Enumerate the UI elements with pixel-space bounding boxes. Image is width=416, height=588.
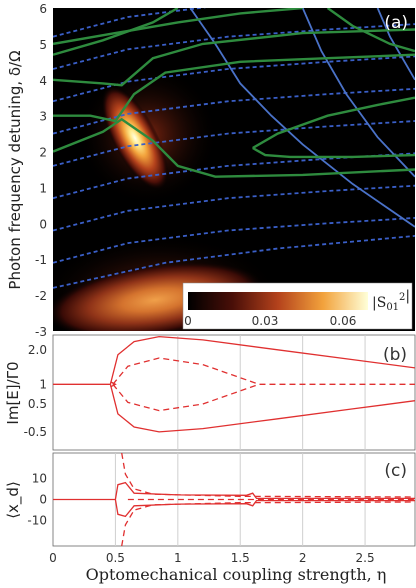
colorbar-tick-0: 0 xyxy=(184,314,192,328)
panel-a-yticks: -3 -2 -1 0 1 2 3 4 5 6 xyxy=(35,2,47,339)
panel-c: (c) 10 0 -10 ⟨x_d⟩ xyxy=(4,452,416,547)
y-tick-label-a: 1 xyxy=(39,181,47,195)
y-tick-label-b: 2.0 xyxy=(28,343,47,357)
y-tick-label-b: 0.5 xyxy=(28,397,47,411)
panel-a-curve xyxy=(53,0,415,4)
panel-a-curve xyxy=(53,235,415,289)
y-tick-label-a: 5 xyxy=(39,38,47,52)
panel-a-curve xyxy=(53,217,415,264)
panel-a-curve xyxy=(53,8,207,38)
y-tick-label-c: -10 xyxy=(27,514,47,528)
x-tick-label: 1.5 xyxy=(231,551,250,565)
panel-a-curve xyxy=(53,53,415,123)
ylabel-c: ⟨x_d⟩ xyxy=(4,481,23,519)
y-tick-label-c: 0 xyxy=(39,493,47,507)
panel-a-curve xyxy=(53,184,415,232)
x-tick-label: 2.5 xyxy=(356,551,375,565)
line-series xyxy=(112,357,415,385)
x-axis-label: Optomechanical coupling strength, η xyxy=(86,565,387,584)
y-tick-label-a: 4 xyxy=(39,74,47,88)
colorbar-tick-2: 0.06 xyxy=(330,314,357,328)
y-tick-label-a: -2 xyxy=(35,289,47,303)
y-tick-label-a: -1 xyxy=(35,253,47,267)
y-tick-label-a: 6 xyxy=(39,2,47,16)
panel-c-curves xyxy=(53,453,415,546)
panel-a-curve xyxy=(53,8,179,56)
y-tick-label-a: 2 xyxy=(39,146,47,160)
panel-a-curve xyxy=(53,28,415,87)
line-series xyxy=(109,384,415,433)
panel-a-curve xyxy=(252,146,415,159)
panel-a-curve xyxy=(53,152,415,200)
panel-a: (a) 0 0.03 0.06 |S012| -3 -2 -1 0 1 2 3 4 5 6 Pho… xyxy=(6,0,415,339)
y-tick-label-c: 10 xyxy=(32,471,47,485)
heatmap-hotspot-upper xyxy=(101,85,169,191)
colorbar-gradient xyxy=(188,292,368,310)
colorbar: 0 0.03 0.06 |S012| xyxy=(182,282,413,330)
panel-a-curve xyxy=(53,8,303,46)
panel-a-curve xyxy=(53,117,415,178)
y-tick-label-b: -0.5 xyxy=(24,425,47,439)
y-tick-label-a: 0 xyxy=(39,217,47,231)
line-series xyxy=(110,381,117,388)
panel-a-curve xyxy=(301,8,415,178)
x-axis-ticks: 0 0.5 1 1.5 2 2.5 xyxy=(49,551,374,565)
x-tick-label: 2 xyxy=(299,551,307,565)
panel-a-curve xyxy=(326,8,415,53)
panel-a-curve xyxy=(252,96,415,150)
panel-b: (b) 2.0 1 0.5 -0.5 Im[E]/Γ0 xyxy=(4,334,416,451)
panel-a-curve xyxy=(53,23,415,70)
panel-label-c: (c) xyxy=(384,461,407,481)
line-series xyxy=(112,383,260,412)
panel-a-curve xyxy=(53,55,415,103)
panel-c-yticks: 10 0 -10 xyxy=(27,471,47,527)
y-tick-label-a: -3 xyxy=(35,325,47,339)
line-series xyxy=(109,335,415,385)
line-series xyxy=(121,453,415,498)
panel-a-curve xyxy=(53,120,415,167)
panel-b-yticks: 2.0 1 0.5 -0.5 xyxy=(24,343,47,439)
ylabel-a: Photon frequency detuning, δ/Ω xyxy=(6,50,24,289)
x-tick-label: 1 xyxy=(174,551,182,565)
panel-a-curve xyxy=(53,87,415,135)
panel-a-curve xyxy=(189,8,415,228)
line-series xyxy=(121,501,415,546)
x-tick-label: 0.5 xyxy=(106,551,125,565)
y-tick-label-a: 3 xyxy=(39,110,47,124)
panel-a-curve xyxy=(376,8,415,81)
y-tick-label-b: 1 xyxy=(39,377,47,391)
panel-b-curves xyxy=(53,335,415,433)
x-tick-label: 0 xyxy=(49,551,57,565)
panel-label-a: (a) xyxy=(384,13,408,33)
ylabel-b: Im[E]/Γ0 xyxy=(4,361,22,424)
panel-label-b: (b) xyxy=(383,345,407,365)
panel-a-curves xyxy=(53,0,415,289)
colorbar-tick-1: 0.03 xyxy=(252,314,279,328)
